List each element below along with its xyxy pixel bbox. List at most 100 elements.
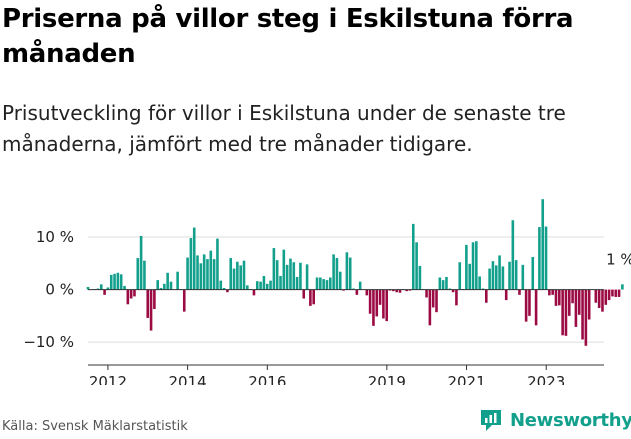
bar <box>272 248 276 290</box>
bar <box>564 289 568 336</box>
bar-series <box>86 199 624 346</box>
bar <box>601 289 604 312</box>
bar <box>504 289 508 301</box>
bar <box>574 289 578 327</box>
bar <box>468 263 471 290</box>
bar <box>192 227 196 290</box>
bar <box>209 250 213 290</box>
bar <box>541 199 545 290</box>
bar <box>567 289 571 316</box>
bar <box>163 283 166 290</box>
bar <box>206 259 209 290</box>
bar <box>508 261 511 290</box>
bar <box>302 289 306 299</box>
bar <box>538 227 541 290</box>
bar <box>375 289 379 317</box>
bar <box>322 279 325 290</box>
bar <box>109 274 113 290</box>
bar <box>335 258 339 290</box>
bar <box>133 289 136 297</box>
bar <box>441 280 445 290</box>
bar <box>196 255 199 290</box>
bar <box>581 289 584 340</box>
bar <box>156 280 159 290</box>
bar <box>395 289 398 293</box>
bar <box>614 289 618 297</box>
y-axis-labels: 10 % 0 % −10 % <box>23 228 74 351</box>
bar <box>289 258 292 290</box>
bar <box>548 289 551 296</box>
bar <box>229 258 233 290</box>
bar <box>295 276 299 290</box>
bar <box>491 261 495 290</box>
bar <box>159 288 163 290</box>
bar <box>372 289 375 326</box>
bar <box>485 289 488 303</box>
bar <box>143 260 146 290</box>
bar <box>149 289 153 331</box>
bar <box>475 241 478 290</box>
bar <box>338 271 342 290</box>
bar <box>299 262 302 290</box>
bar <box>531 257 535 290</box>
bar <box>368 289 372 314</box>
bar <box>425 289 428 298</box>
bar <box>265 283 269 290</box>
bar <box>392 289 395 292</box>
chart-subtitle: Prisutveckling för villor i Eskilstuna u… <box>2 101 566 156</box>
y-tick-label: 10 % <box>36 228 74 246</box>
bar <box>584 289 588 346</box>
bar <box>319 277 322 290</box>
bar <box>123 285 126 290</box>
bar <box>169 281 173 290</box>
bar <box>239 265 242 290</box>
bar <box>385 289 389 322</box>
bar <box>558 289 561 306</box>
bar <box>435 289 438 313</box>
bar <box>554 289 558 306</box>
bar <box>415 242 418 290</box>
bar <box>458 262 462 290</box>
bar <box>494 265 498 290</box>
bar <box>478 276 481 290</box>
bar <box>103 289 106 295</box>
brand-name: Newsworthy <box>510 409 631 431</box>
bar <box>312 289 315 305</box>
bar <box>518 289 521 295</box>
newsworthy-logo[interactable]: Newsworthy <box>478 407 631 433</box>
bar <box>219 280 223 290</box>
bar <box>182 289 186 312</box>
bar <box>126 289 130 305</box>
y-tick-label: −10 % <box>23 333 74 351</box>
bar <box>113 273 116 290</box>
bar <box>242 260 246 290</box>
bar <box>431 289 435 308</box>
bar <box>146 289 150 318</box>
bar <box>129 289 133 299</box>
x-tick-label: 2021 <box>447 373 485 385</box>
bar <box>514 260 518 290</box>
bar <box>411 223 415 290</box>
bar <box>382 289 385 319</box>
bar <box>471 242 475 290</box>
source-note: Källa: Svensk Mäklarstatistik <box>2 419 188 434</box>
bar <box>315 277 319 290</box>
bar <box>305 264 309 290</box>
bar <box>232 268 236 290</box>
bar <box>418 265 422 290</box>
bar <box>275 260 279 290</box>
bar <box>511 220 515 290</box>
bar <box>262 275 266 290</box>
bar <box>378 289 382 305</box>
bar <box>594 289 598 303</box>
bar <box>119 274 123 290</box>
price-change-bar-chart: 10 % 0 % −10 % 2012 2014 2016 2019 2021 2023 1 … <box>23 199 631 385</box>
bar <box>398 289 402 293</box>
bar <box>99 284 103 290</box>
gridlines <box>88 236 604 343</box>
bar <box>617 289 621 297</box>
x-tick-label: 2019 <box>368 373 406 385</box>
bar <box>332 254 335 290</box>
bar <box>488 268 491 290</box>
bar <box>189 238 193 290</box>
